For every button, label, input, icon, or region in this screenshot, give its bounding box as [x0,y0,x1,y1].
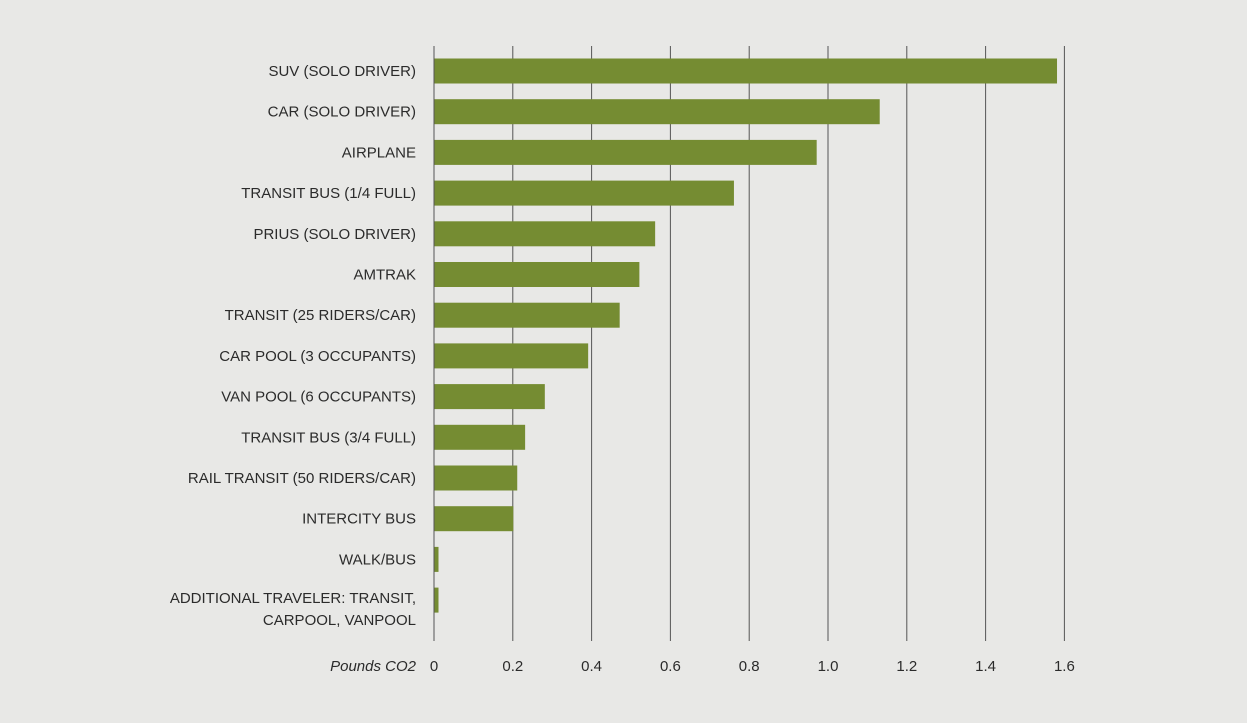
category-label: AIRPLANE [342,144,416,161]
bars [434,58,1058,613]
x-tick-label: 1.0 [818,658,839,675]
category-label: ADDITIONAL TRAVELER: TRANSIT, CARPOOL, VA… [170,590,416,629]
x-tick-label: 0.8 [739,658,760,675]
bar [434,262,640,287]
category-label: TRANSIT (25 RIDERS/CAR) [225,307,416,324]
category-label: AMTRAK [353,267,416,284]
bar [434,302,620,328]
x-tick-label: 0.6 [660,658,681,675]
category-label: TRANSIT BUS (3/4 FULL) [241,429,416,446]
bar [434,424,526,450]
x-tick-labels: 0 0.2 0.4 0.6 0.8 1.0 1.2 1.4 1.6 [430,658,1075,675]
bar [434,139,817,165]
category-labels: SUV (SOLO DRIVER) CAR (SOLO DRIVER) AIRPLA… [170,63,416,629]
bar [434,221,656,247]
category-label: RAIL TRANSIT (50 RIDERS/CAR) [188,470,416,487]
category-label: VAN POOL (6 OCCUPANTS) [221,389,416,406]
x-axis-title: Pounds CO2 [330,658,417,675]
category-label: TRANSIT BUS (1/4 FULL) [241,185,416,202]
x-tick-label: 0.2 [502,658,523,675]
bar [434,587,439,613]
bar [434,343,589,369]
bar [434,546,439,572]
bar [434,180,734,206]
x-tick-label: 0.4 [581,658,602,675]
category-label: WALK/BUS [339,551,416,568]
category-label: INTERCITY BUS [302,511,416,528]
category-label: PRIUS (SOLO DRIVER) [253,226,416,243]
category-label: CAR POOL (3 OCCUPANTS) [219,348,416,365]
x-tick-label: 1.6 [1054,658,1075,675]
category-label: CAR (SOLO DRIVER) [268,104,416,121]
bar [434,58,1058,84]
category-label: SUV (SOLO DRIVER) [268,63,416,80]
bar [434,506,514,532]
bar [434,99,880,125]
x-tick-label: 0 [430,658,438,675]
bar [434,465,518,491]
x-tick-label: 1.4 [975,658,996,675]
bar [434,384,545,410]
x-tick-label: 1.2 [896,658,917,675]
